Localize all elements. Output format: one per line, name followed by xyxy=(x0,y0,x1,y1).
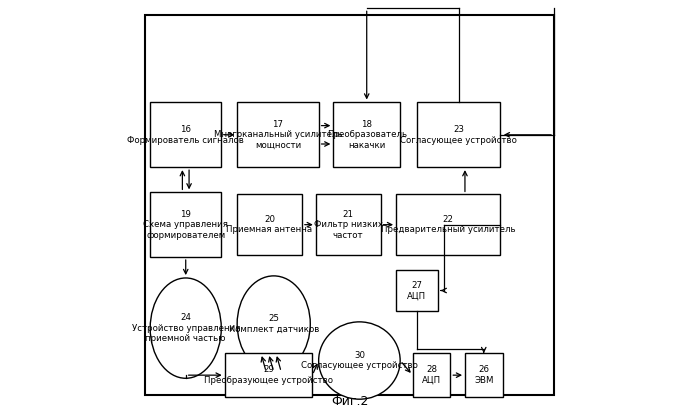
Text: 29
Преобразующее устройство: 29 Преобразующее устройство xyxy=(204,365,333,385)
Text: 28
АЦП: 28 АЦП xyxy=(422,365,441,385)
Bar xyxy=(396,270,438,311)
Text: 16
Формирователь сигналов: 16 Формирователь сигналов xyxy=(127,125,244,145)
Bar xyxy=(150,192,221,257)
Bar xyxy=(333,102,400,167)
Bar xyxy=(316,194,381,255)
Text: 19
Схема управления
формирователем: 19 Схема управления формирователем xyxy=(144,210,228,240)
Text: 21
Фильтр низких
частот: 21 Фильтр низких частот xyxy=(314,210,383,240)
Text: 24
Устройство управления
приемной частью: 24 Устройство управления приемной частью xyxy=(132,313,240,343)
Bar xyxy=(396,194,500,255)
Text: 17
Многоканальный усилитель
мощности: 17 Многоканальный усилитель мощности xyxy=(214,120,342,150)
Text: 25
Комплект датчиков: 25 Комплект датчиков xyxy=(228,314,319,334)
Ellipse shape xyxy=(318,322,400,399)
Text: 20
Приемная антенна: 20 Приемная антенна xyxy=(227,215,313,234)
Bar xyxy=(150,102,221,167)
Text: 30
Согласующее устройство: 30 Согласующее устройство xyxy=(301,351,418,370)
Bar xyxy=(237,194,302,255)
Bar xyxy=(413,353,450,397)
Ellipse shape xyxy=(237,276,310,372)
Text: 23
Согласующее устройство: 23 Согласующее устройство xyxy=(400,125,517,145)
Bar xyxy=(465,353,503,397)
Text: 18
Преобразователь
накачки: 18 Преобразователь накачки xyxy=(327,120,407,150)
Bar xyxy=(237,102,318,167)
Ellipse shape xyxy=(150,278,221,378)
Text: 27
АЦП: 27 АЦП xyxy=(407,281,426,300)
Text: Фиг.2: Фиг.2 xyxy=(331,395,369,408)
Text: 22
Предварительный усилитель: 22 Предварительный усилитель xyxy=(381,215,515,234)
Bar xyxy=(225,353,312,397)
Bar xyxy=(417,102,500,167)
Text: 26
ЭВМ: 26 ЭВМ xyxy=(474,365,494,385)
